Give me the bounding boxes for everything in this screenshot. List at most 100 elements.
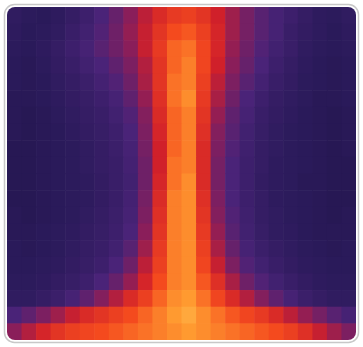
heatmap-cell bbox=[196, 24, 211, 41]
heatmap-cell bbox=[22, 124, 37, 141]
heatmap-cell bbox=[123, 240, 138, 257]
heatmap-cell bbox=[22, 273, 37, 290]
heatmap-cell bbox=[211, 323, 226, 340]
heatmap-cell bbox=[269, 7, 284, 24]
heatmap-cell bbox=[138, 90, 153, 107]
heatmap-cell bbox=[225, 57, 240, 74]
heatmap-cell bbox=[65, 290, 80, 307]
heatmap-cell bbox=[211, 240, 226, 257]
heatmap-cell bbox=[283, 7, 298, 24]
heatmap-cell bbox=[65, 107, 80, 124]
heatmap-cell bbox=[254, 290, 269, 307]
heatmap-cell bbox=[312, 323, 327, 340]
heatmap-cell bbox=[152, 124, 167, 141]
heatmap-cell bbox=[341, 74, 356, 91]
heatmap-cell bbox=[167, 240, 182, 257]
heatmap-cell bbox=[240, 290, 255, 307]
heatmap-cell bbox=[123, 273, 138, 290]
heatmap-cell bbox=[65, 40, 80, 57]
heatmap-cell bbox=[109, 57, 124, 74]
heatmap-cell bbox=[269, 24, 284, 41]
heatmap-cell bbox=[298, 124, 313, 141]
heatmap-cell bbox=[36, 90, 51, 107]
heatmap-cell bbox=[65, 323, 80, 340]
heatmap-cell bbox=[254, 174, 269, 191]
heatmap-cell bbox=[167, 124, 182, 141]
heatmap-cell bbox=[283, 24, 298, 41]
heatmap-cell bbox=[138, 240, 153, 257]
heatmap-cell bbox=[94, 124, 109, 141]
heatmap-cell bbox=[211, 190, 226, 207]
heatmap-cell bbox=[94, 273, 109, 290]
heatmap-cell bbox=[327, 174, 342, 191]
heatmap-cell bbox=[225, 24, 240, 41]
heatmap-cell bbox=[182, 273, 197, 290]
heatmap-cell bbox=[254, 323, 269, 340]
heatmap-cell bbox=[7, 307, 22, 324]
heatmap-cell bbox=[298, 57, 313, 74]
heatmap-cell bbox=[211, 7, 226, 24]
heatmap-cell bbox=[167, 273, 182, 290]
heatmap-cell bbox=[80, 40, 95, 57]
heatmap-cell bbox=[283, 40, 298, 57]
heatmap-cell bbox=[269, 40, 284, 57]
heatmap-cell bbox=[269, 257, 284, 274]
heatmap-cell bbox=[123, 124, 138, 141]
heatmap-cell bbox=[254, 24, 269, 41]
heatmap-cell bbox=[123, 174, 138, 191]
heatmap-cell bbox=[109, 7, 124, 24]
heatmap-cell bbox=[36, 7, 51, 24]
heatmap-cell bbox=[65, 257, 80, 274]
heatmap-cell bbox=[109, 323, 124, 340]
heatmap-cell bbox=[94, 174, 109, 191]
heatmap-cell bbox=[138, 290, 153, 307]
heatmap-cell bbox=[182, 257, 197, 274]
heatmap-cell bbox=[312, 40, 327, 57]
heatmap-cell bbox=[225, 74, 240, 91]
heatmap-cell bbox=[211, 74, 226, 91]
heatmap-cell bbox=[312, 74, 327, 91]
heatmap-cell bbox=[94, 257, 109, 274]
heatmap-cell bbox=[283, 307, 298, 324]
heatmap-cell bbox=[254, 57, 269, 74]
heatmap-cell bbox=[211, 24, 226, 41]
heatmap-cell bbox=[182, 74, 197, 91]
heatmap-cell bbox=[109, 74, 124, 91]
heatmap-cell bbox=[225, 107, 240, 124]
heatmap-cell bbox=[152, 90, 167, 107]
heatmap-cell bbox=[225, 290, 240, 307]
heatmap-cell bbox=[341, 273, 356, 290]
heatmap-cell bbox=[225, 174, 240, 191]
heatmap-cell bbox=[65, 74, 80, 91]
heatmap-cell bbox=[152, 7, 167, 24]
heatmap-cell bbox=[298, 240, 313, 257]
heatmap-cell bbox=[327, 107, 342, 124]
heatmap-cell bbox=[167, 323, 182, 340]
heatmap-cell bbox=[240, 323, 255, 340]
heatmap-cell bbox=[109, 107, 124, 124]
heatmap-cell bbox=[51, 290, 66, 307]
heatmap-cell bbox=[211, 223, 226, 240]
heatmap-cell bbox=[65, 7, 80, 24]
heatmap-cell bbox=[152, 174, 167, 191]
heatmap-cell bbox=[225, 273, 240, 290]
heatmap-cell bbox=[51, 90, 66, 107]
heatmap-cell bbox=[123, 57, 138, 74]
heatmap-cell bbox=[254, 273, 269, 290]
heatmap-cell bbox=[94, 307, 109, 324]
heatmap-cell bbox=[269, 290, 284, 307]
heatmap-cell bbox=[138, 140, 153, 157]
heatmap-cell bbox=[7, 57, 22, 74]
heatmap-cell bbox=[65, 157, 80, 174]
heatmap-cell bbox=[312, 257, 327, 274]
heatmap-cell bbox=[240, 140, 255, 157]
heatmap-cell bbox=[51, 7, 66, 24]
heatmap-cell bbox=[22, 290, 37, 307]
heatmap-cell bbox=[211, 307, 226, 324]
heatmap-cell bbox=[152, 107, 167, 124]
heatmap-cell bbox=[152, 74, 167, 91]
heatmap-cell bbox=[240, 7, 255, 24]
heatmap-cell bbox=[298, 223, 313, 240]
heatmap-cell bbox=[341, 323, 356, 340]
heatmap-cell bbox=[138, 190, 153, 207]
